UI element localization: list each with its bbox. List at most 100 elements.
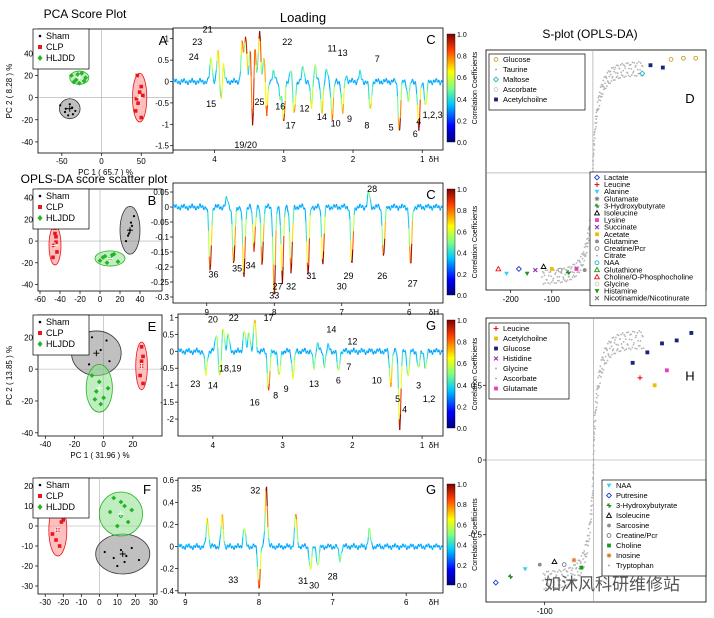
loading-trace-segment <box>333 83 336 87</box>
loading-trace-segment <box>252 323 255 334</box>
x-tick-label: 20 <box>131 598 140 607</box>
loading-trace-segment <box>277 545 279 549</box>
x-tick-label: 0 <box>99 157 104 166</box>
splot-point <box>596 115 599 118</box>
loading-trace-segment <box>312 205 315 210</box>
loading-trace-segment <box>232 80 234 84</box>
loading-trace-segment <box>245 337 247 346</box>
loading-trace-segment <box>353 207 356 216</box>
splot-point <box>571 583 574 585</box>
loading-trace-segment <box>390 366 393 383</box>
peak-annotation: 5 <box>389 123 394 133</box>
x-tick-label: 40 <box>136 295 145 304</box>
loading-trace-segment <box>196 80 199 82</box>
splot-point <box>567 583 570 586</box>
loading-trace-segment <box>238 350 241 353</box>
loading-trace-segment <box>362 204 364 209</box>
loading-trace-segment <box>292 373 295 380</box>
loading-trace-segment <box>174 204 177 208</box>
legend-label: 3-Hydroxybutyrate <box>604 201 665 210</box>
loading-trace-segment <box>329 207 332 211</box>
legend-marker <box>606 533 612 538</box>
loading-trace-segment <box>179 82 182 85</box>
loading-trace-segment <box>176 204 178 209</box>
loading-trace-segment <box>286 543 288 546</box>
x-tick-label: -60 <box>34 295 46 304</box>
splot-point <box>601 371 604 374</box>
loading-trace-segment <box>365 351 367 355</box>
point-hljdd <box>96 379 102 385</box>
splot-point <box>630 67 633 70</box>
legend-marker-hljdd <box>37 504 43 510</box>
loading-trace-segment <box>215 335 218 338</box>
loading-trace-segment <box>371 86 374 96</box>
loading-trace-segment <box>249 203 251 207</box>
loading-trace-segment <box>236 349 238 353</box>
splot-point <box>588 228 590 230</box>
loading-trace-segment <box>211 543 214 546</box>
loading-trace-segment <box>277 365 279 374</box>
loading-trace-segment <box>334 80 337 85</box>
loading-trace-segment <box>348 545 351 549</box>
loading-trace-segment <box>365 543 368 548</box>
colorbar-tick-label: 1.0 <box>457 482 467 489</box>
loading-trace-segment <box>210 60 213 69</box>
splot-point <box>629 63 632 66</box>
metabolite-marker <box>582 268 587 273</box>
splot-point <box>592 458 595 461</box>
loading-trace-segment <box>278 206 281 214</box>
y-tick-label: -40 <box>21 280 33 289</box>
loading-trace-segment <box>296 529 299 542</box>
loading-trace-segment <box>414 206 417 209</box>
legend-label: Glutamate <box>503 384 538 393</box>
loading-trace-segment <box>270 208 273 219</box>
splot-point <box>614 339 616 341</box>
loading-trace-segment <box>421 83 423 86</box>
loading-trace-segment <box>241 340 244 351</box>
colorbar-tick-label: 0.0 <box>457 583 467 590</box>
legend-marker <box>594 224 600 230</box>
loading-trace-segment <box>345 543 348 546</box>
splot-point <box>573 577 576 580</box>
loading-trace-segment <box>436 348 438 353</box>
x-tick-label: 8 <box>272 308 277 317</box>
loading-trace-segment <box>358 207 360 209</box>
splot-point <box>625 348 628 350</box>
splot-point <box>592 152 595 155</box>
x-tick-label: -20 <box>74 295 86 304</box>
legend-marker <box>605 512 613 518</box>
peak-annotation: 27 <box>273 282 283 292</box>
loading-trace-segment <box>227 333 230 339</box>
loading-trace-segment <box>427 348 429 355</box>
loading-trace-segment <box>356 78 359 82</box>
splot-point <box>552 583 555 586</box>
splot-point <box>600 359 603 361</box>
loading-trace-segment <box>399 414 402 431</box>
loading-trace-segment <box>276 355 279 366</box>
point-clp <box>50 532 55 536</box>
loading-trace-segment <box>350 81 352 83</box>
loading-trace-segment <box>413 82 416 85</box>
splot-point <box>555 575 557 578</box>
splot-point <box>578 271 581 274</box>
loading-trace-segment <box>254 319 256 324</box>
splot-point <box>606 85 608 88</box>
loading-trace-segment <box>433 544 436 548</box>
splot-point <box>617 64 620 67</box>
loading-trace-segment <box>219 360 222 372</box>
loading-trace-segment <box>246 53 249 69</box>
loading-trace-segment <box>211 347 214 351</box>
splot-point <box>635 64 637 67</box>
loading-trace-segment <box>405 208 408 211</box>
point-sham <box>132 215 136 218</box>
legend-marker-hljdd <box>37 215 43 221</box>
splot-point <box>560 272 563 275</box>
panel-letter-H: H <box>685 368 694 383</box>
loading-trace-segment <box>261 241 264 261</box>
loading-trace-segment <box>216 50 219 61</box>
loading-trace-segment <box>377 203 380 207</box>
y-tick-label: 0 <box>29 522 34 531</box>
loading-trace-segment <box>438 205 440 208</box>
legend-label: NAA <box>616 481 631 490</box>
splot-point <box>633 74 636 77</box>
